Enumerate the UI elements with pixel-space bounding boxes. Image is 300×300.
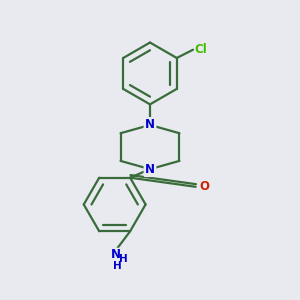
Text: N: N xyxy=(111,248,121,261)
Text: N: N xyxy=(145,118,155,131)
Text: H: H xyxy=(112,261,121,271)
Text: Cl: Cl xyxy=(194,43,207,56)
Text: N: N xyxy=(145,163,155,176)
Text: H: H xyxy=(119,254,128,264)
Text: O: O xyxy=(199,180,209,193)
